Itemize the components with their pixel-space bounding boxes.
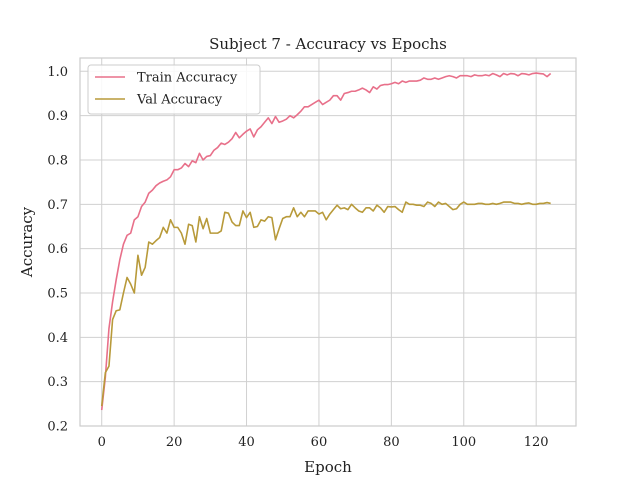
legend-box xyxy=(87,64,261,115)
legend-label-val: Val Accuracy xyxy=(136,93,223,108)
x-tick-label: 20 xyxy=(166,435,183,450)
legend-label-train: Train Accuracy xyxy=(137,71,238,86)
axis-ticks: 0 20 40 60 80 100 120 0.2 0.3 0.4 0.5 0.6 0.7 0.8 0.9 1… xyxy=(47,65,548,450)
series-line-1 xyxy=(100,201,551,407)
y-tick-label: 1.0 xyxy=(47,65,68,80)
series-lines xyxy=(100,72,552,411)
x-axis-label: Epoch xyxy=(304,458,352,476)
x-tick-label: 60 xyxy=(311,435,328,450)
y-tick-label: 0.6 xyxy=(47,242,68,257)
plot-frame xyxy=(79,57,577,427)
x-tick-label: 100 xyxy=(451,435,476,450)
x-tick-label: 40 xyxy=(238,435,255,450)
y-tick-label: 0.4 xyxy=(47,331,68,346)
y-axis-label: Accuracy xyxy=(18,206,36,278)
series-line-0 xyxy=(100,72,552,411)
y-tick-label: 0.9 xyxy=(47,109,68,124)
chart-title: Subject 7 - Accuracy vs Epochs xyxy=(209,35,447,53)
y-tick-label: 0.2 xyxy=(47,420,68,435)
x-tick-label: 120 xyxy=(524,435,549,450)
y-tick-label: 0.3 xyxy=(47,375,68,390)
x-tick-label: 80 xyxy=(383,435,400,450)
x-tick-label: 0 xyxy=(98,435,106,450)
legend: Train Accuracy Val Accuracy xyxy=(87,64,261,115)
y-tick-label: 0.8 xyxy=(47,153,68,168)
y-tick-label: 0.7 xyxy=(47,198,68,213)
y-tick-label: 0.5 xyxy=(47,286,68,301)
